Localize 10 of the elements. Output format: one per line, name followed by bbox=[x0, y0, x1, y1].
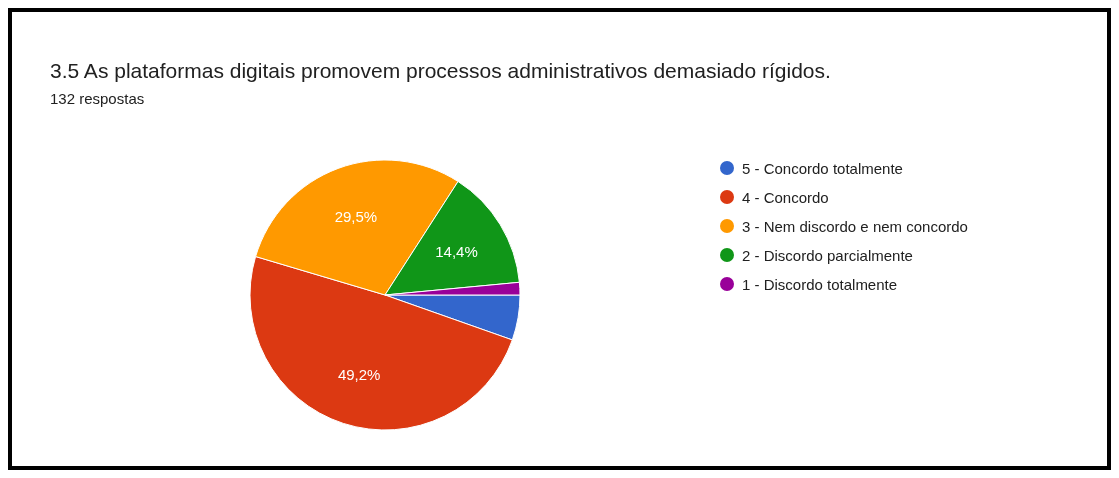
legend-label: 5 - Concordo totalmente bbox=[742, 159, 903, 177]
data-label: 29,5% bbox=[334, 208, 378, 226]
data-label: 14,4% bbox=[435, 242, 478, 260]
legend-label: 2 - Discordo parcialmente bbox=[742, 246, 913, 264]
legend-label: 1 - Discordo totalmente bbox=[742, 275, 898, 293]
data-label: 49,2% bbox=[337, 366, 381, 384]
legend-label: 4 - Concordo bbox=[742, 188, 829, 206]
legend-label: 3 - Nem discordo e nem concordo bbox=[742, 217, 968, 235]
text: 132 respostas bbox=[50, 90, 145, 107]
chart-title: 3.5 As plataformas digitais promovem processos administrativos demasiado rígidos. bbox=[50, 59, 831, 82]
